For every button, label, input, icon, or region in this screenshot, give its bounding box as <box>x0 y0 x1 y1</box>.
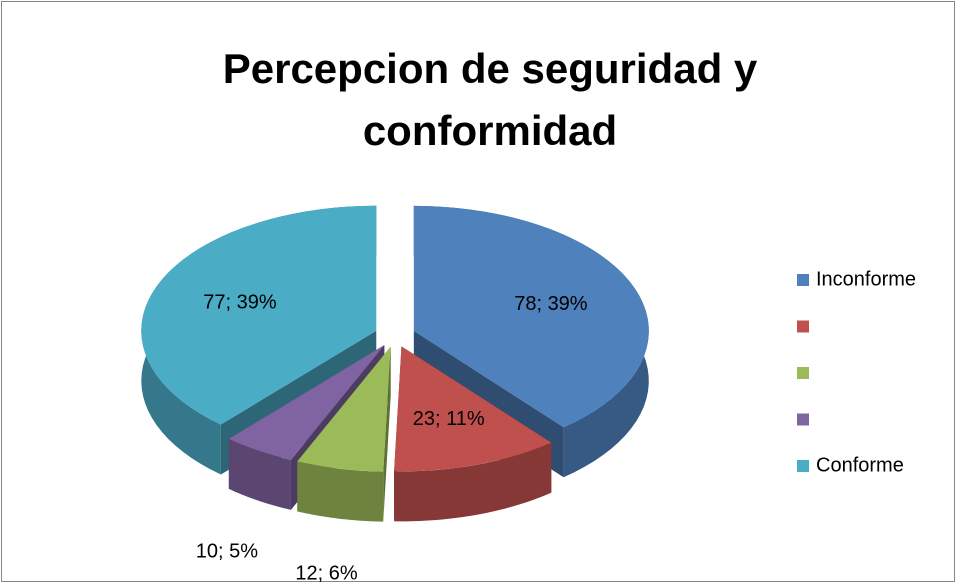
legend-swatch <box>797 460 809 472</box>
slice-top <box>141 205 377 425</box>
data-label: 23; 11% <box>413 408 485 430</box>
slice-side <box>394 442 552 522</box>
data-label: 10; 5% <box>196 540 258 562</box>
legend-swatch <box>797 274 809 286</box>
legend-swatch <box>797 320 809 333</box>
pie-slice <box>394 346 552 522</box>
slice-top <box>297 346 391 472</box>
slice-top <box>228 345 385 460</box>
slice-side <box>228 438 291 510</box>
data-label: 78; 39% <box>514 293 588 315</box>
data-label: 12; 6% <box>295 562 357 583</box>
slice-side <box>297 461 384 522</box>
legend-swatch <box>797 367 809 379</box>
pie-slice <box>297 346 391 522</box>
slice-top <box>413 205 649 428</box>
legend-swatch <box>797 413 809 426</box>
legend-label: Conforme <box>816 454 904 476</box>
data-label: 77; 39% <box>203 292 277 314</box>
legend-label: Inconforme <box>816 268 916 290</box>
chart-title: Percepcion de seguridad y conformidad <box>222 45 758 154</box>
slice-top <box>394 346 552 472</box>
